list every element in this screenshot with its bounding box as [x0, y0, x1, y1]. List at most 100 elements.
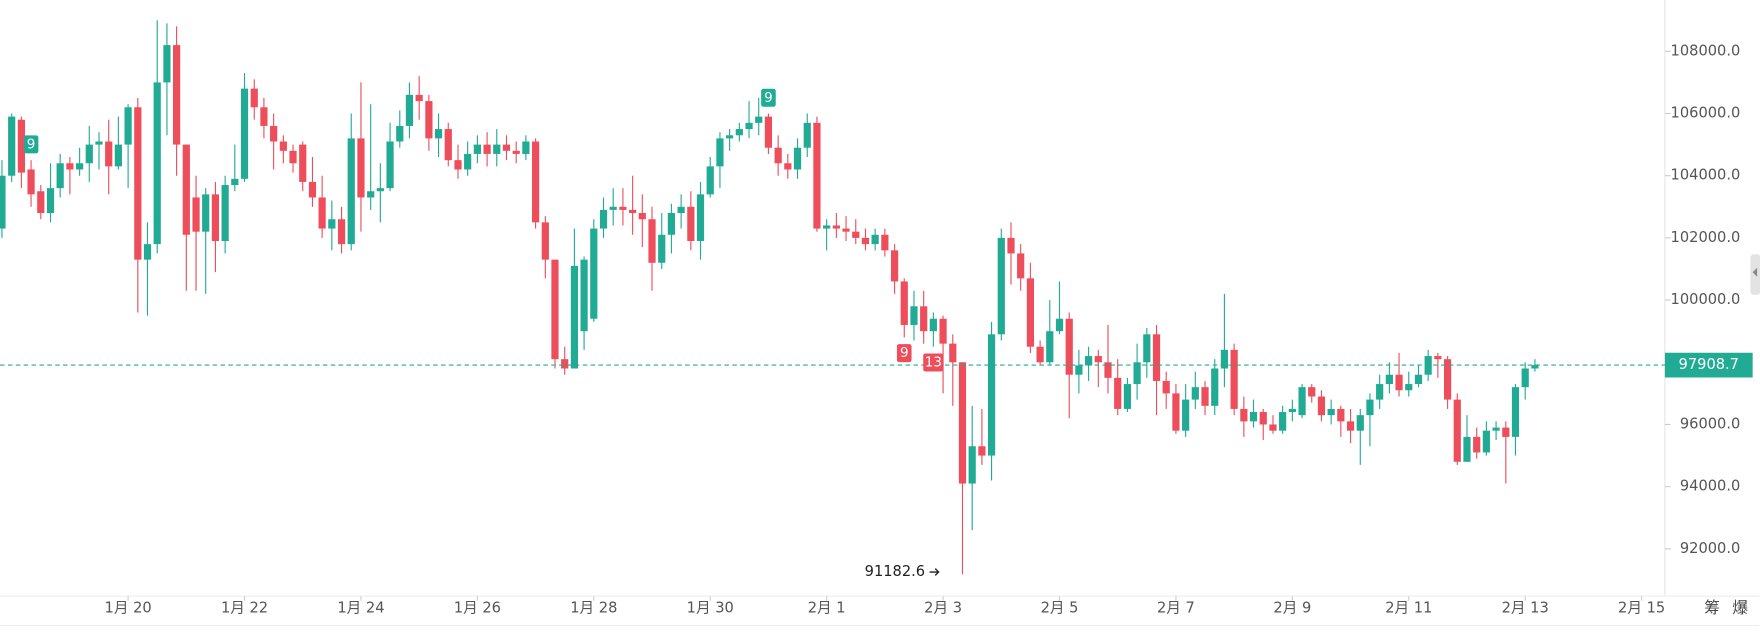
- candle-body: [493, 144, 501, 154]
- candle-body: [1240, 408, 1248, 422]
- candle-body: [726, 135, 734, 139]
- candle-body: [367, 191, 375, 198]
- x-tick-label: 1月 30: [687, 600, 734, 617]
- candle-body: [105, 141, 113, 167]
- candle-body: [56, 163, 64, 189]
- signal-badge: [923, 353, 944, 372]
- candle-body: [1230, 349, 1238, 409]
- signal-badge: [896, 344, 912, 363]
- y-tick-label: 96000.0: [1680, 415, 1740, 432]
- candle-body: [784, 163, 792, 170]
- signal-badge: [23, 135, 39, 154]
- candle-body: [987, 334, 996, 456]
- candle-body: [968, 446, 976, 484]
- candle-body: [561, 359, 569, 369]
- candle-body: [755, 116, 763, 123]
- candle-body: [580, 259, 588, 332]
- candle-body: [415, 94, 423, 102]
- candle-body: [1220, 349, 1229, 369]
- toolbar-button[interactable]: 爆: [1732, 598, 1748, 617]
- candle-body: [1376, 384, 1384, 400]
- candle-body: [240, 88, 249, 179]
- candle-body: [1473, 436, 1481, 453]
- candle-body: [260, 107, 268, 126]
- candle-body: [1346, 421, 1355, 431]
- candle-body: [114, 144, 122, 167]
- candle-body: [1482, 430, 1490, 453]
- candle-body: [1055, 318, 1064, 332]
- candle-body: [793, 147, 802, 170]
- candle-body: [1463, 436, 1471, 462]
- candle-body: [1211, 368, 1219, 406]
- candle-body: [997, 237, 1005, 335]
- candle-body: [871, 234, 879, 245]
- candle-body: [85, 144, 93, 164]
- y-tick-label: 102000.0: [1671, 229, 1741, 246]
- x-tick-label: 1月 28: [570, 600, 617, 617]
- y-tick-label: 92000.0: [1680, 540, 1740, 557]
- candle-body: [1366, 399, 1374, 416]
- x-tick-label: 1月 24: [337, 600, 384, 617]
- candle-body: [1201, 387, 1209, 406]
- candle-body: [842, 228, 850, 232]
- candle-body: [182, 144, 190, 235]
- candle-body: [745, 122, 753, 130]
- candle-body: [386, 141, 394, 189]
- candle-body: [1453, 399, 1461, 462]
- x-tick-label: 1月 20: [105, 600, 152, 617]
- x-tick-label: 1月 26: [454, 600, 501, 617]
- signal-label: 9: [900, 345, 909, 361]
- candle-body: [958, 362, 967, 484]
- candle-body: [357, 138, 365, 198]
- candle-body: [1405, 384, 1413, 391]
- candle-body: [1017, 253, 1025, 279]
- candle-body: [570, 265, 579, 369]
- candle-body: [46, 188, 55, 214]
- candle-body: [1191, 387, 1199, 400]
- y-tick-label: 106000.0: [1671, 105, 1741, 122]
- candle-body: [279, 141, 287, 151]
- candle-body: [832, 225, 840, 229]
- signal-badge: [761, 88, 776, 107]
- y-tick-label: 104000.0: [1671, 167, 1741, 184]
- candle-body: [1385, 374, 1393, 385]
- candle-body: [1269, 424, 1277, 431]
- candle-body: [473, 144, 481, 154]
- candle-body: [619, 206, 627, 210]
- candle-body: [211, 194, 220, 242]
- toolbar-button[interactable]: 筹: [1704, 598, 1720, 617]
- candle-body: [599, 209, 608, 229]
- candle-body: [648, 219, 656, 263]
- x-tick-label: 2月 13: [1502, 600, 1549, 617]
- candle-body: [231, 178, 239, 186]
- low-price-arrow: [929, 568, 940, 576]
- x-tick-label: 2月 9: [1273, 600, 1311, 617]
- candle-body: [629, 209, 637, 214]
- candle-body: [95, 141, 103, 145]
- y-tick-label: 108000.0: [1671, 42, 1741, 59]
- candle-body: [1492, 427, 1500, 431]
- candle-body: [454, 160, 462, 170]
- candle-body: [425, 101, 433, 139]
- candle-body: [687, 206, 695, 242]
- candle-body: [823, 225, 831, 229]
- candle-body: [1259, 412, 1267, 425]
- candle-body: [609, 206, 617, 210]
- last-price-label: 97908.7: [1679, 356, 1739, 373]
- candle-body: [949, 343, 957, 363]
- candle-body: [250, 88, 258, 108]
- candle-body: [1123, 384, 1132, 409]
- candle-body: [134, 107, 142, 260]
- candle-body: [221, 185, 229, 242]
- candle-body: [8, 116, 16, 176]
- candle-body: [638, 213, 646, 220]
- candle-body: [1046, 331, 1054, 363]
- x-tick-label: 2月 1: [808, 600, 846, 617]
- candle-body: [852, 231, 860, 238]
- candle-body: [658, 234, 666, 263]
- candle-body: [347, 138, 355, 245]
- candle-body: [1162, 380, 1170, 394]
- candle-body: [153, 82, 161, 245]
- x-tick-label: 1月 22: [221, 600, 268, 617]
- candle-body: [910, 306, 918, 325]
